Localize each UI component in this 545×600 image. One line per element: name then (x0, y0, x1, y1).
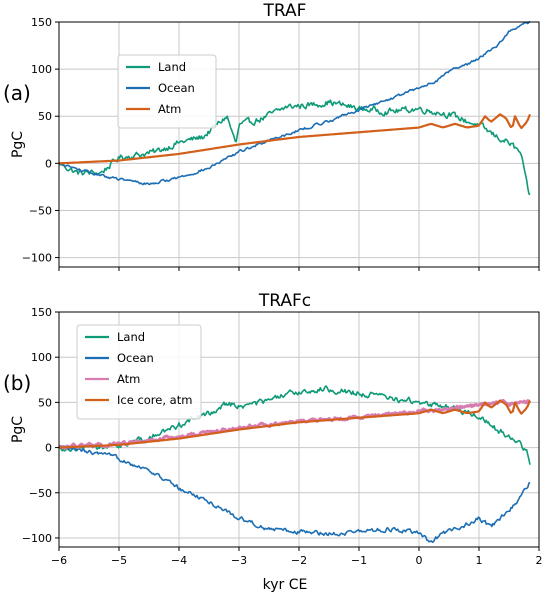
y-tick-label: 100 (31, 63, 52, 76)
y-tick-label: −100 (22, 532, 52, 545)
panel-traf: 150 100 50 0 −50 −100 TRAF (a) PgC Land Ocean Atm (3, 1, 540, 271)
legend-box (76, 324, 202, 420)
x-tick-label: −2 (291, 554, 307, 567)
y-tick-label: 150 (31, 306, 52, 319)
series-line-ocean (58, 20, 531, 186)
y-tick-label: 0 (45, 442, 52, 455)
x-tick-label: 0 (416, 554, 423, 567)
legend: Land Ocean Atm (117, 54, 217, 129)
legend-label: Atm (117, 372, 140, 386)
panel-label: (b) (3, 371, 31, 395)
series-line-atm (58, 113, 532, 165)
y-tick-label: 50 (38, 110, 52, 123)
y-tick-label: −50 (29, 487, 52, 500)
x-tick-label: −5 (111, 554, 127, 567)
y-tick-label: 100 (31, 351, 52, 364)
legend-label: Ice core, atm (117, 393, 192, 407)
legend-label: Land (158, 60, 186, 74)
y-tick-label: −100 (22, 252, 52, 265)
x-tick-label: 2 (536, 554, 543, 567)
legend-label: Land (117, 330, 145, 344)
y-tick-label: 150 (31, 16, 52, 29)
y-axis-label: PgC (10, 131, 26, 158)
series-line-ocean (58, 444, 531, 543)
legend-label: Ocean (158, 81, 195, 95)
panel-label: (a) (3, 81, 31, 105)
panel-trafc: 150 100 50 0 −50 −100 −6 −5 −4 −3 −2 −1 0 1 2 TRAFc (b) P… (3, 291, 543, 593)
x-tick-label: −4 (171, 554, 187, 567)
x-tick-label: −6 (51, 554, 67, 567)
y-axis-label: PgC (10, 416, 26, 443)
y-tick-label: 0 (45, 157, 52, 170)
chart-title: TRAF (263, 1, 307, 21)
series-line-land (58, 99, 531, 196)
x-axis-label: kyr CE (263, 577, 308, 593)
legend-label: Atm (158, 102, 181, 116)
y-tick-label: 50 (38, 396, 52, 409)
x-tick-label: −3 (231, 554, 247, 567)
x-tick-label: −1 (351, 554, 367, 567)
legend-label: Ocean (117, 351, 154, 365)
y-tick-label: −50 (29, 204, 52, 217)
legend: Land Ocean Atm Ice core, atm (76, 324, 202, 420)
series-line-ice-core-atm (58, 399, 532, 449)
chart-title: TRAFc (258, 291, 311, 311)
x-tick-label: 1 (476, 554, 483, 567)
